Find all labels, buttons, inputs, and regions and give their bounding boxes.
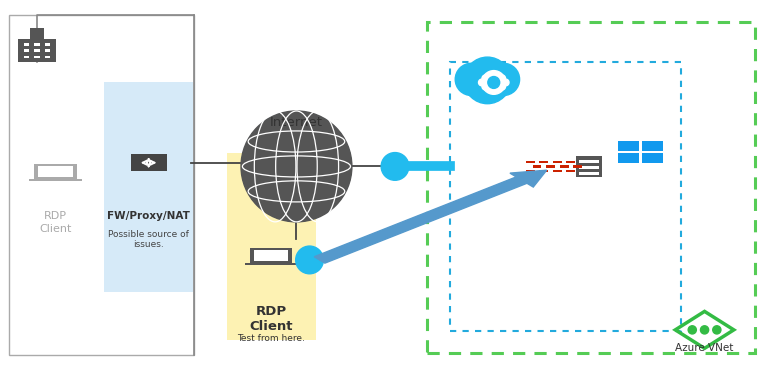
Text: Test from here.: Test from here.	[237, 334, 305, 343]
FancyBboxPatch shape	[553, 161, 562, 163]
FancyBboxPatch shape	[539, 161, 548, 163]
Ellipse shape	[487, 63, 520, 95]
FancyBboxPatch shape	[34, 178, 77, 179]
Text: FW/Proxy/NAT: FW/Proxy/NAT	[107, 211, 190, 221]
FancyBboxPatch shape	[245, 263, 297, 265]
FancyBboxPatch shape	[546, 165, 555, 168]
FancyArrow shape	[314, 170, 547, 263]
Ellipse shape	[482, 71, 506, 94]
Ellipse shape	[482, 75, 489, 82]
Ellipse shape	[488, 77, 500, 88]
FancyBboxPatch shape	[45, 43, 50, 46]
FancyBboxPatch shape	[253, 250, 289, 261]
Ellipse shape	[241, 111, 352, 222]
Ellipse shape	[490, 73, 497, 80]
Ellipse shape	[688, 326, 696, 334]
FancyBboxPatch shape	[641, 141, 663, 151]
FancyBboxPatch shape	[24, 43, 29, 46]
FancyBboxPatch shape	[618, 141, 639, 151]
Ellipse shape	[490, 85, 497, 92]
FancyBboxPatch shape	[34, 56, 40, 58]
FancyBboxPatch shape	[29, 178, 82, 181]
FancyBboxPatch shape	[34, 164, 77, 178]
Text: Client: Client	[249, 320, 293, 333]
FancyBboxPatch shape	[9, 15, 194, 355]
FancyBboxPatch shape	[45, 56, 50, 58]
FancyBboxPatch shape	[578, 172, 600, 175]
FancyBboxPatch shape	[560, 165, 568, 168]
Ellipse shape	[464, 57, 511, 104]
Ellipse shape	[499, 75, 506, 82]
Ellipse shape	[241, 111, 352, 222]
FancyBboxPatch shape	[539, 170, 548, 172]
FancyBboxPatch shape	[34, 49, 40, 52]
FancyBboxPatch shape	[576, 156, 602, 177]
Ellipse shape	[464, 71, 492, 98]
FancyBboxPatch shape	[227, 153, 316, 340]
Ellipse shape	[502, 79, 509, 86]
Ellipse shape	[484, 71, 511, 98]
Ellipse shape	[701, 326, 708, 334]
Ellipse shape	[296, 246, 323, 274]
Ellipse shape	[713, 326, 721, 334]
FancyBboxPatch shape	[618, 153, 639, 163]
FancyBboxPatch shape	[578, 166, 600, 169]
FancyBboxPatch shape	[249, 248, 293, 263]
Text: Possible source of
issues.: Possible source of issues.	[108, 230, 189, 249]
Text: RDP: RDP	[44, 211, 67, 221]
FancyBboxPatch shape	[104, 82, 192, 292]
Text: RDP: RDP	[256, 305, 286, 318]
FancyBboxPatch shape	[45, 49, 50, 52]
Text: Client: Client	[39, 224, 72, 234]
FancyBboxPatch shape	[526, 161, 534, 163]
Text: Internet: Internet	[270, 116, 323, 129]
FancyBboxPatch shape	[641, 153, 663, 163]
FancyBboxPatch shape	[24, 56, 29, 58]
FancyBboxPatch shape	[24, 49, 29, 52]
Ellipse shape	[455, 63, 487, 95]
FancyBboxPatch shape	[567, 170, 575, 172]
Ellipse shape	[482, 83, 489, 90]
FancyBboxPatch shape	[553, 170, 562, 172]
Text: Azure VNet: Azure VNet	[675, 343, 734, 353]
FancyBboxPatch shape	[34, 43, 40, 46]
Ellipse shape	[478, 79, 485, 86]
FancyBboxPatch shape	[567, 161, 575, 163]
FancyBboxPatch shape	[30, 28, 44, 40]
FancyBboxPatch shape	[578, 160, 600, 163]
FancyBboxPatch shape	[18, 39, 56, 62]
FancyBboxPatch shape	[573, 165, 582, 168]
FancyBboxPatch shape	[38, 166, 73, 177]
FancyBboxPatch shape	[533, 165, 541, 168]
FancyBboxPatch shape	[249, 262, 293, 263]
Ellipse shape	[381, 153, 409, 180]
Ellipse shape	[499, 83, 506, 90]
FancyBboxPatch shape	[131, 154, 166, 171]
FancyBboxPatch shape	[526, 170, 534, 172]
